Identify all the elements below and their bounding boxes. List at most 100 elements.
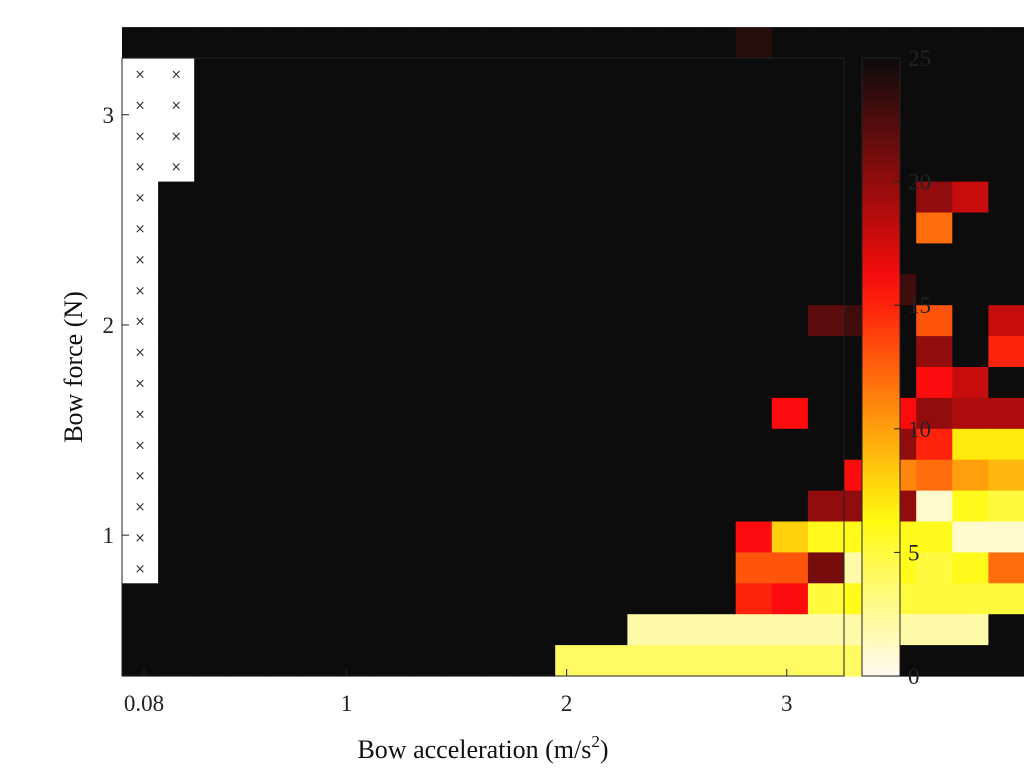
heatmap-cell: [194, 459, 231, 492]
heatmap-cell: [519, 27, 556, 59]
heatmap-cell: [555, 336, 592, 368]
heatmap-cell: [266, 397, 304, 430]
heatmap-cell: [338, 58, 376, 90]
heatmap-cell: [916, 88, 953, 121]
heatmap-cell: [771, 274, 809, 306]
heatmap-cell: [988, 150, 1024, 183]
heatmap-cell: [446, 88, 484, 121]
colorbar-tick-label: 20: [908, 170, 931, 195]
colorbar-ticks: 0 5 10 15 20 25: [894, 46, 931, 689]
heatmap-cell: [916, 552, 953, 584]
heatmap-cell: [266, 614, 304, 646]
heatmap-cell: [446, 150, 484, 183]
heatmap-cell: [591, 58, 628, 90]
heatmap-cell: [374, 305, 412, 337]
colorbar-tick-label: 10: [908, 417, 931, 442]
heatmap-cell: [374, 428, 412, 461]
missing-marker: ×: [135, 284, 146, 299]
heatmap-cell: [302, 336, 340, 368]
heatmap-cell: [988, 243, 1024, 275]
heatmap-cell: [627, 119, 665, 152]
heatmap-cell: [699, 336, 737, 368]
heatmap-cell: [555, 58, 592, 90]
heatmap-cell: [266, 212, 304, 244]
heatmap-cell: [374, 583, 412, 615]
heatmap-cell: [483, 645, 520, 677]
heatmap-cell: [627, 27, 665, 59]
heatmap-cell: [410, 645, 448, 677]
heatmap-cell: [194, 367, 231, 399]
heatmap-cell: [663, 552, 701, 584]
heatmap-cell: [771, 58, 809, 90]
heatmap-cell: [591, 428, 628, 461]
heatmap-cell: [122, 583, 159, 615]
heatmap-cell: [266, 274, 304, 306]
heatmap-cell: [555, 614, 592, 646]
heatmap-cell: [627, 212, 665, 244]
heatmap-cell: [446, 367, 484, 399]
heatmap-cell: [699, 397, 737, 430]
heatmap-cell: [338, 397, 376, 430]
heatmap-cell: [410, 58, 448, 90]
heatmap-cell: [771, 367, 809, 399]
heatmap-cell: [771, 459, 809, 492]
heatmap-cell: [338, 490, 376, 523]
heatmap-cell: [916, 336, 953, 368]
heatmap-cell: [952, 243, 989, 275]
heatmap-cell: [627, 397, 665, 430]
heatmap-cell: [519, 150, 556, 183]
heatmap-cell: [952, 119, 989, 152]
heatmap-cell: [988, 367, 1024, 399]
heatmap-cell: [663, 367, 701, 399]
heatmap-cell: [519, 243, 556, 275]
heatmap-cell: [410, 583, 448, 615]
heatmap-cell: [699, 58, 737, 90]
heatmap-cell: [627, 243, 665, 275]
heatmap-cell: [771, 181, 809, 214]
heatmap-cell: [519, 336, 556, 368]
heatmap-cell: [446, 274, 484, 306]
heatmap-cell: [555, 397, 592, 430]
heatmap-cell: [302, 367, 340, 399]
heatmap-cell: [952, 88, 989, 121]
heatmap-cell: [302, 552, 340, 584]
heatmap-cell: [663, 397, 701, 430]
heatmap-cell: [663, 583, 701, 615]
heatmap-cell: [663, 614, 701, 646]
heatmap-cell: [483, 27, 520, 59]
heatmap-cell: [483, 521, 520, 553]
colorbar-tick-label: 15: [908, 293, 931, 318]
heatmap-cell: [410, 428, 448, 461]
heatmap-cell: [338, 367, 376, 399]
heatmap-cell: [230, 243, 267, 275]
heatmap-cell: [663, 27, 701, 59]
heatmap-cell: [483, 428, 520, 461]
heatmap-cell: [158, 27, 195, 59]
heatmap-cell: [374, 181, 412, 214]
heatmap-cell: [374, 336, 412, 368]
heatmap-cell: [483, 459, 520, 492]
missing-marker: ×: [135, 191, 146, 206]
heatmap-cell: [627, 305, 665, 337]
heatmap-cell: [194, 119, 231, 152]
heatmap-cell: [519, 459, 556, 492]
heatmap-cell: [338, 305, 376, 337]
heatmap-cell: [194, 428, 231, 461]
heatmap-cell: [627, 150, 665, 183]
heatmap-cell: [374, 58, 412, 90]
heatmap-cell: [483, 397, 520, 430]
heatmap-cell: [302, 397, 340, 430]
heatmap-cell: [519, 212, 556, 244]
heatmap-cell: [302, 428, 340, 461]
heatmap-cell: [663, 645, 701, 677]
heatmap-cell: [988, 212, 1024, 244]
heatmap-cell: [699, 428, 737, 461]
heatmap-cell: [410, 397, 448, 430]
heatmap-cell: [410, 521, 448, 553]
heatmap-cell: [158, 428, 195, 461]
heatmap-cell: [627, 274, 665, 306]
heatmap-cell: [663, 490, 701, 523]
heatmap-cell: [771, 305, 809, 337]
heatmap-cell: [194, 305, 231, 337]
heatmap-cell: [952, 397, 989, 430]
